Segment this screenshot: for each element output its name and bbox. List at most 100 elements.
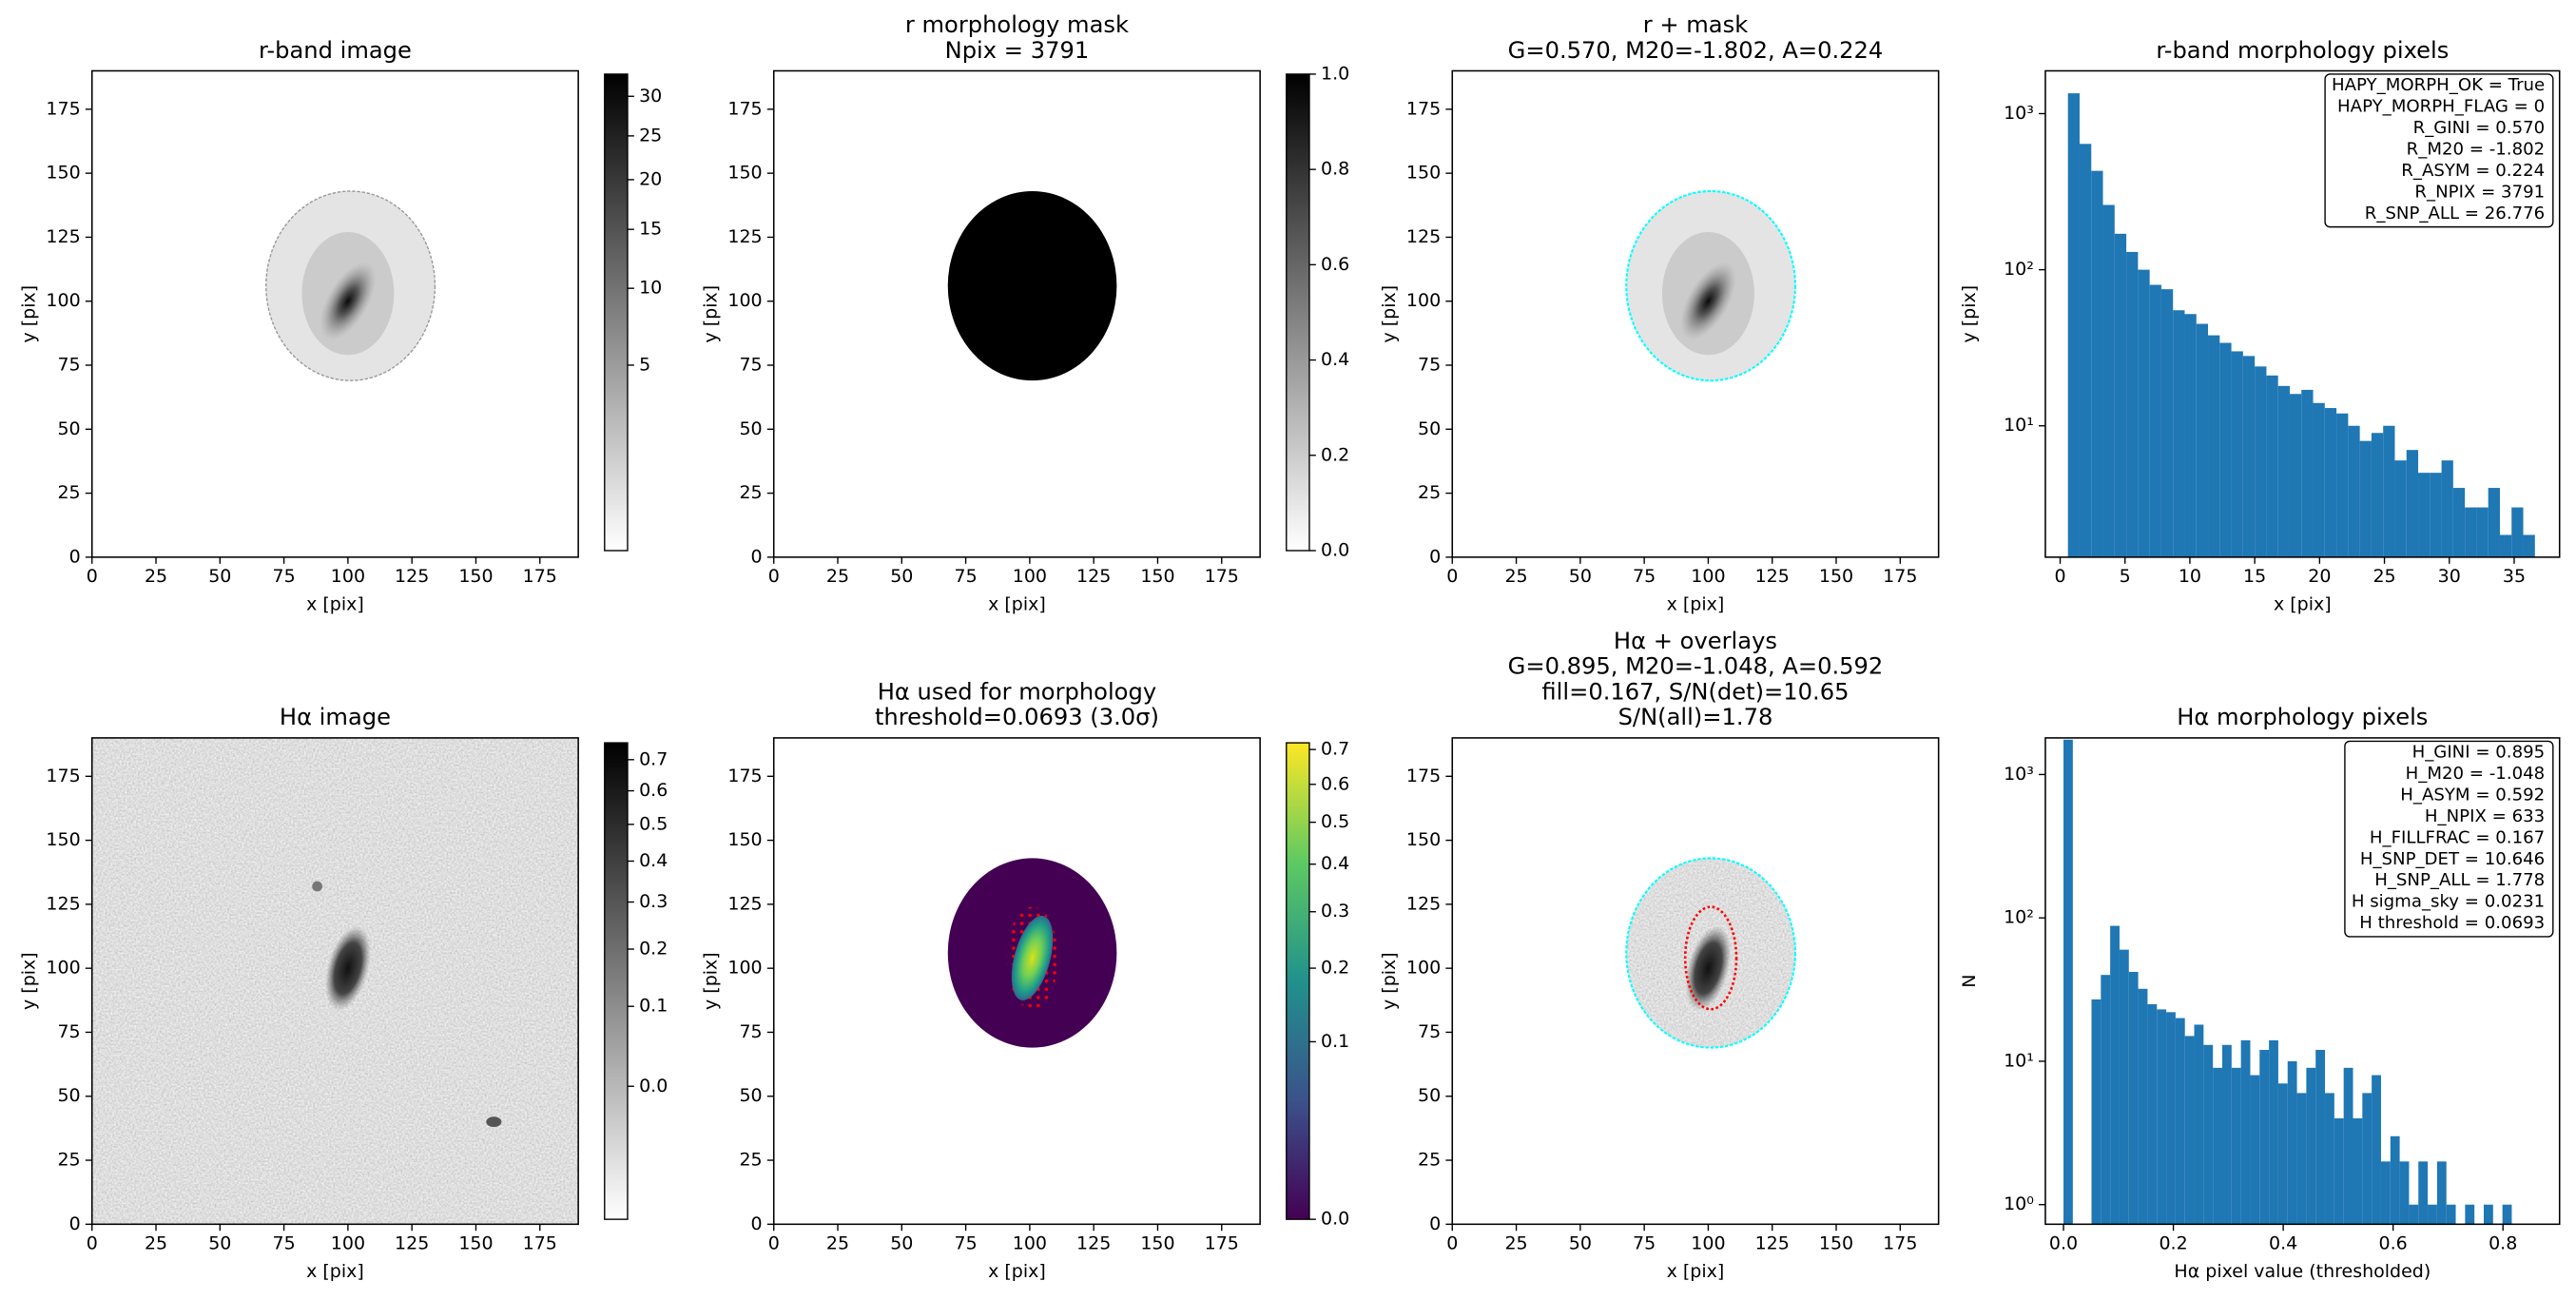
- x-tick-label: 25: [145, 1233, 167, 1254]
- histogram-bar: [2476, 507, 2489, 557]
- x-tick-label: 25: [826, 566, 849, 587]
- y-tick-label: 25: [739, 482, 762, 503]
- y-tick-label: 125: [46, 893, 80, 914]
- y-axis-label: y [pix]: [701, 952, 722, 1010]
- plot-area: [265, 190, 436, 381]
- histogram-bar: [2523, 534, 2535, 557]
- y-tick-label: 125: [727, 226, 762, 247]
- x-tick-label: 25: [2373, 566, 2395, 587]
- x-tick-label: 50: [1569, 1233, 1592, 1254]
- panel-title: Npix = 3791: [945, 37, 1090, 64]
- histogram-bar: [2399, 1161, 2410, 1225]
- histogram-bar: [2441, 460, 2453, 557]
- x-tick-label: 0.6: [2379, 1233, 2408, 1254]
- x-tick-label: 175: [1883, 1233, 1917, 1254]
- x-tick-label: 150: [1140, 566, 1174, 587]
- panel-title: r-band image: [259, 37, 412, 64]
- y-tick-label: 10¹: [2004, 1050, 2034, 1071]
- y-tick-label: 150: [727, 163, 762, 184]
- histogram-bar: [2240, 1039, 2251, 1225]
- histogram-bar: [2219, 342, 2232, 557]
- x-tick-label: 0: [768, 1233, 780, 1254]
- histogram-bar: [2452, 488, 2466, 557]
- histogram-bar: [2372, 1075, 2381, 1225]
- x-tick-label: 125: [395, 1233, 429, 1254]
- histogram-bar: [2063, 739, 2073, 1225]
- annotation-line: HAPY_MORPH_FLAG = 0: [2337, 97, 2545, 117]
- histogram-bar: [2334, 1117, 2344, 1225]
- x-tick-label: 100: [1691, 1233, 1725, 1254]
- x-axis-label: x [pix]: [2274, 593, 2332, 614]
- y-tick-label: 0: [1429, 1213, 1441, 1234]
- x-axis-label: x [pix]: [1667, 593, 1725, 614]
- x-tick-label: 150: [1140, 1233, 1174, 1254]
- y-tick-label: 125: [1406, 226, 1441, 247]
- colorbar-tick-label: 0.2: [1321, 958, 1349, 979]
- histogram-bar: [2157, 1009, 2167, 1225]
- x-axis-label: x [pix]: [1667, 1261, 1725, 1282]
- plot-area: [1625, 189, 1796, 382]
- x-tick-label: 0: [87, 1233, 98, 1254]
- colorbar: [604, 73, 629, 552]
- y-tick-label: 150: [727, 829, 762, 850]
- annotation-line: R_M20 = -1.802: [2407, 139, 2546, 159]
- histogram-bar: [2488, 488, 2500, 557]
- y-tick-label: 50: [57, 418, 80, 439]
- annotation-frame: [2324, 73, 2554, 228]
- histogram-bar: [2325, 1093, 2334, 1225]
- blob: [312, 881, 322, 892]
- colorbar-tick-label: 15: [639, 219, 662, 240]
- y-axis-label: y [pix]: [701, 285, 722, 343]
- histogram-bar: [2091, 999, 2101, 1225]
- y-tick-label: 75: [57, 355, 80, 376]
- histogram-bar: [2102, 204, 2115, 557]
- x-tick-label: 25: [826, 1233, 849, 1254]
- histogram-bar: [2306, 1067, 2316, 1225]
- galaxy-core: [320, 262, 377, 340]
- histogram-bar: [2499, 534, 2512, 557]
- y-tick-label: 150: [1406, 829, 1441, 850]
- colorbar-tick-label: 0.6: [639, 780, 668, 801]
- histogram-bar: [2436, 1161, 2447, 1225]
- axes-frame: [1451, 69, 1940, 558]
- x-tick-label: 125: [395, 566, 429, 587]
- histogram-bar: [2250, 1075, 2260, 1225]
- x-tick-label: 0.0: [2049, 1233, 2078, 1254]
- x-tick-label: 125: [1755, 566, 1790, 587]
- y-tick-label: 175: [1406, 98, 1441, 119]
- panel: r-band morphology pixels 0 5 10 15 20 25 30 35 10…: [1959, 37, 2561, 614]
- histogram-bar: [2383, 425, 2395, 557]
- histogram-bar: [2203, 1044, 2214, 1225]
- colorbar-tick-label: 10: [639, 278, 662, 299]
- colorbar: [1286, 73, 1310, 552]
- histogram-bar: [2315, 1050, 2326, 1225]
- mask-outline: [1625, 857, 1796, 1049]
- axes-frame: [772, 69, 1261, 558]
- colorbar-tick-label: 0.2: [639, 939, 668, 960]
- x-tick-label: 125: [1755, 1233, 1790, 1254]
- histogram-bar: [2336, 413, 2349, 557]
- x-tick-label: 35: [2503, 566, 2526, 587]
- colorbar-tick-label: 0.1: [1321, 1031, 1349, 1052]
- y-tick-label: 100: [727, 290, 762, 311]
- colorbar-tick-label: 0.0: [1321, 1209, 1349, 1230]
- x-tick-label: 25: [1504, 566, 1527, 587]
- histogram-bar: [2110, 925, 2120, 1225]
- colorbar: [1286, 742, 1310, 1220]
- y-tick-label: 125: [727, 893, 762, 914]
- y-tick-label: 50: [739, 418, 762, 439]
- x-axis-label: x [pix]: [306, 1261, 364, 1282]
- histogram-bar: [2259, 1050, 2270, 1225]
- histogram-bar: [2390, 1135, 2400, 1225]
- y-tick-label: 75: [1418, 1021, 1441, 1042]
- histogram-bar: [2149, 284, 2161, 557]
- histogram-bar: [2277, 1083, 2288, 1225]
- x-axis-label: x [pix]: [988, 1261, 1046, 1282]
- x-tick-label: 0.8: [2489, 1233, 2517, 1254]
- histogram-bar: [2353, 1117, 2363, 1225]
- galaxy-core: [324, 925, 371, 1011]
- y-tick-label: 175: [727, 766, 762, 786]
- histogram-bar: [2428, 1204, 2437, 1225]
- histogram-bar: [2430, 473, 2442, 557]
